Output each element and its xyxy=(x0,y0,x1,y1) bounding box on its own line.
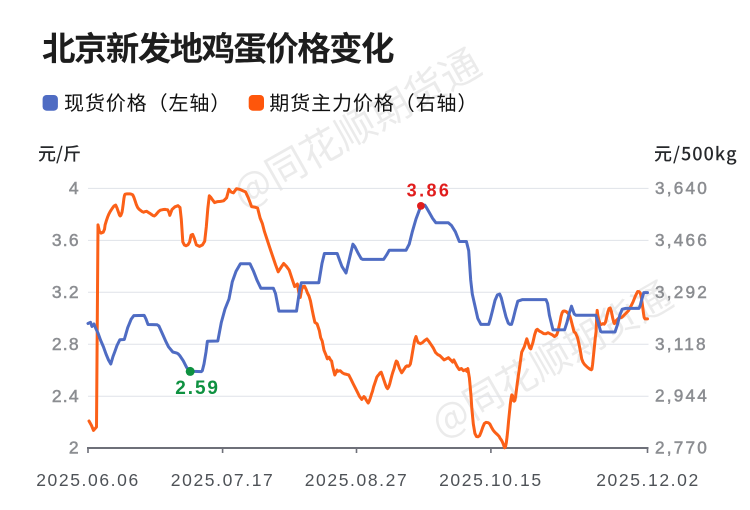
svg-text:3,640: 3,640 xyxy=(655,178,709,198)
svg-text:3.2: 3.2 xyxy=(52,282,80,302)
svg-text:3.86: 3.86 xyxy=(407,181,452,201)
svg-text:3,118: 3,118 xyxy=(655,334,708,354)
svg-text:2,770: 2,770 xyxy=(655,438,709,458)
svg-text:3,292: 3,292 xyxy=(655,282,709,302)
svg-text:2.4: 2.4 xyxy=(52,386,80,406)
svg-text:2025.12.02: 2025.12.02 xyxy=(596,470,700,490)
svg-text:2025.10.15: 2025.10.15 xyxy=(439,470,543,490)
svg-text:2.59: 2.59 xyxy=(175,378,220,399)
svg-text:4: 4 xyxy=(69,178,80,198)
svg-text:2025.06.06: 2025.06.06 xyxy=(36,470,140,490)
svg-text:3,466: 3,466 xyxy=(655,230,709,250)
svg-text:3.6: 3.6 xyxy=(52,230,80,250)
svg-text:2,944: 2,944 xyxy=(655,386,709,406)
svg-text:2025.07.17: 2025.07.17 xyxy=(171,470,275,490)
svg-text:2.8: 2.8 xyxy=(52,334,80,354)
svg-text:2025.08.27: 2025.08.27 xyxy=(305,470,409,490)
svg-text:2: 2 xyxy=(69,438,80,458)
